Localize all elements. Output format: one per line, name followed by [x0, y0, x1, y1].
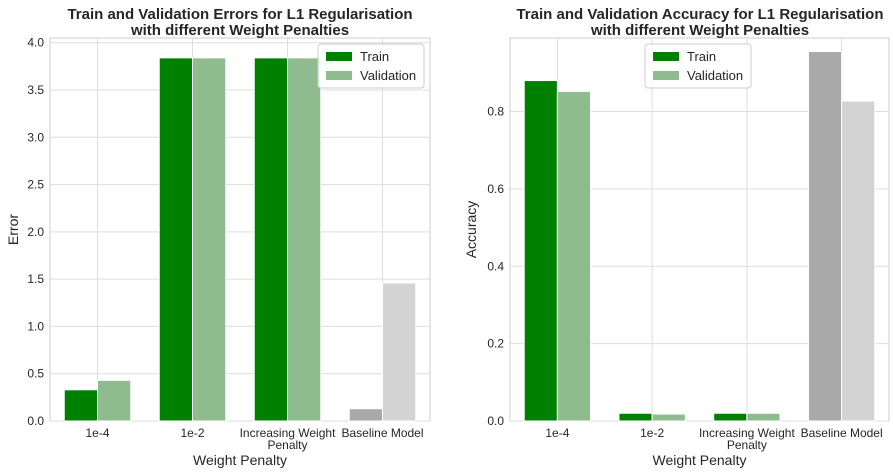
error-chart-legend-swatch	[326, 52, 352, 61]
accuracy-chart-xlabel: Weight Penalty	[653, 452, 747, 468]
error-chart-ytick-label: 4.0	[27, 36, 44, 50]
accuracy-chart-bar-train	[523, 80, 558, 422]
error-chart-ytick-label: 3.0	[27, 130, 44, 144]
error-chart-bar-validation	[192, 57, 227, 422]
accuracy-chart-bar-train	[807, 51, 843, 422]
error-chart-xtick-label: 1e-4	[85, 426, 109, 440]
error-chart-ytick-label: 2.0	[27, 225, 44, 239]
accuracy-chart-ytick-label: 0.2	[487, 337, 504, 351]
accuracy-chart-subtitle: with different Weight Penalties	[590, 22, 809, 39]
accuracy-chart-legend-label: Train	[687, 49, 716, 64]
error-chart-xtick-label: 1e-2	[180, 426, 204, 440]
accuracy-chart-bar-validation	[746, 412, 781, 422]
accuracy-chart-bar-train	[618, 412, 653, 422]
accuracy-chart-ytick-label: 0.6	[487, 182, 504, 196]
error-chart-legend-label: Train	[360, 49, 389, 64]
error-chart-ytick-label: 1.5	[27, 272, 44, 286]
error-chart: 0.0 0.5 1.0 1.5 2.0 2.5 3.0 3.5 4.0 1e-4 1e-2 Incre…	[5, 6, 431, 468]
error-chart-ytick-label: 2.5	[27, 178, 44, 192]
error-chart-bar-validation	[97, 379, 132, 422]
error-chart-bar-train	[63, 389, 98, 422]
error-chart-plot-area	[49, 37, 431, 422]
accuracy-chart-xtick-label: Baseline Model	[801, 426, 883, 440]
accuracy-chart-xtick-label: 1e-4	[545, 426, 569, 440]
error-chart-xlabel: Weight Penalty	[193, 452, 287, 468]
accuracy-chart-ytick-label: 0.0	[487, 414, 504, 428]
error-chart-ylabel: Error	[5, 214, 21, 245]
error-chart-xtick-label: Baseline Model	[341, 426, 423, 440]
error-chart-bar-train	[253, 57, 288, 422]
error-chart-title: Train and Validation Errors for L1 Regul…	[67, 6, 412, 23]
accuracy-chart-ytick-label: 0.4	[487, 259, 504, 273]
accuracy-chart-legend-swatch	[653, 52, 679, 61]
error-chart-ytick-label: 0.5	[27, 367, 44, 381]
error-chart-bar-train	[348, 408, 383, 422]
error-chart-bar-train	[158, 57, 193, 422]
accuracy-chart-legend: Train Validation	[644, 43, 752, 89]
error-chart-legend-label: Validation	[360, 68, 416, 83]
accuracy-chart-xtick-label: Increasing Weight Penalty	[699, 426, 795, 452]
accuracy-chart: 0.0 0.2 0.4 0.6 0.8 1e-4 1e-2 Increasing Weight…	[463, 6, 890, 468]
error-chart-bar-validation	[287, 57, 322, 422]
accuracy-chart-legend-label: Validation	[687, 68, 743, 83]
accuracy-chart-bar-train	[713, 412, 748, 422]
accuracy-chart-bar-validation	[651, 413, 686, 422]
error-chart-ytick-label: 1.0	[27, 319, 44, 333]
error-chart-subtitle: with different Weight Penalties	[130, 22, 349, 39]
accuracy-chart-ylabel: Accuracy	[463, 201, 479, 259]
error-chart-legend-swatch	[326, 71, 352, 80]
error-chart-legend: Train Validation	[317, 43, 425, 89]
accuracy-chart-ytick-label: 0.8	[487, 105, 504, 119]
accuracy-chart-title: Train and Validation Accuracy for L1 Reg…	[516, 6, 883, 23]
error-chart-ytick-label: 0.0	[27, 414, 44, 428]
accuracy-chart-xtick-label: 1e-2	[640, 426, 664, 440]
error-chart-ytick-label: 3.5	[27, 83, 44, 97]
accuracy-chart-bar-validation	[556, 90, 592, 422]
error-chart-bar-validation	[382, 282, 417, 422]
accuracy-chart-bar-validation	[841, 100, 876, 422]
accuracy-chart-legend-swatch	[653, 71, 679, 80]
error-chart-xtick-label: Increasing Weight Penalty	[240, 426, 336, 452]
